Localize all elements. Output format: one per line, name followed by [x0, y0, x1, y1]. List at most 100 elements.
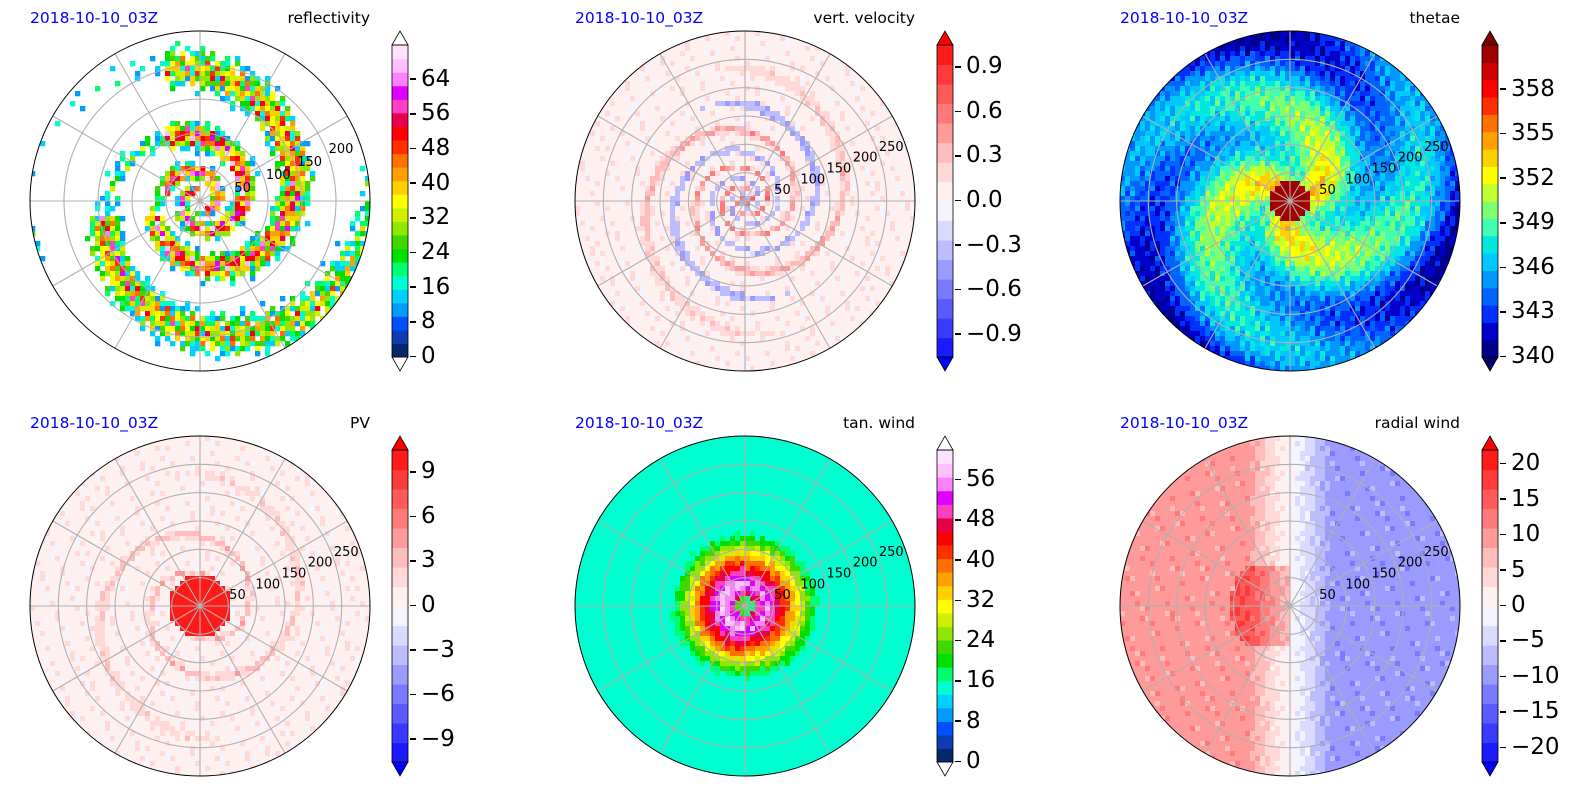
colorbar-segment — [1482, 723, 1498, 744]
radial-tick-label: 50 — [774, 183, 791, 198]
colorbar-tick-label: 6 — [410, 504, 436, 528]
colorbar-tick-label: 349 — [1500, 211, 1555, 234]
colorbar-segment — [1482, 79, 1498, 98]
colorbar-ticks: 340 343 346 349 352 355 358 — [1500, 31, 1575, 371]
radial-tick-label: 100 — [800, 577, 825, 592]
field-layer — [575, 31, 915, 371]
colorbar — [391, 30, 409, 372]
colorbar-segment — [1482, 305, 1498, 323]
colorbar-segment — [1482, 253, 1498, 271]
colorbar-segment — [1482, 45, 1498, 63]
colorbar-tick-label: 358 — [1500, 77, 1555, 101]
panel-title: vert. velocity — [813, 9, 915, 27]
azimuth-line — [1142, 520, 1291, 607]
azimuth-line — [1289, 115, 1438, 202]
radial-tick-label: 200 — [1398, 151, 1423, 166]
colorbar-segment — [392, 567, 408, 588]
colorbar-segment — [937, 45, 953, 66]
colorbar-tick-label: −0.3 — [955, 233, 1022, 257]
colorbar-segment — [1482, 287, 1498, 306]
colorbar-tick-label: −10 — [1500, 664, 1560, 688]
colorbar-segment — [392, 316, 408, 331]
colorbar-segment — [937, 490, 953, 505]
colorbar-segment — [392, 547, 408, 568]
colorbar-tick-label: 40 — [410, 171, 450, 195]
radial-tick-label: 250 — [879, 545, 904, 560]
colorbar-segment — [1482, 469, 1498, 490]
colorbar-segment — [392, 450, 408, 471]
colorbar-tick-label: 56 — [955, 468, 995, 491]
colorbar-frame — [391, 44, 409, 358]
azimuth-line — [597, 200, 746, 287]
colorbar-segment — [392, 469, 408, 490]
colorbar-tick-label: 16 — [955, 669, 995, 692]
colorbar-tick-label: −5 — [1500, 629, 1545, 652]
colorbar-segment — [1482, 664, 1498, 685]
colorbar-tick-label: −0.9 — [955, 322, 1022, 346]
azimuth-line — [1204, 458, 1291, 607]
colorbar-extend-low — [936, 761, 954, 777]
colorbar-extend-high — [936, 435, 954, 451]
colorbar-segment — [937, 337, 953, 358]
colorbar-segment — [1482, 489, 1498, 510]
colorbar-extend-low — [936, 356, 954, 372]
colorbar-segment — [392, 167, 408, 182]
colorbar-segment — [937, 181, 953, 202]
colorbar-segment — [1482, 131, 1498, 150]
colorbar-segment — [937, 572, 953, 587]
azimuth-line — [114, 200, 201, 349]
colorbar-segment — [937, 680, 953, 695]
colorbar-segment — [1482, 322, 1498, 341]
panel-title: reflectivity — [287, 9, 370, 27]
panel-title: radial wind — [1375, 414, 1460, 432]
colorbar-extend-high — [1481, 30, 1499, 46]
azimuth-line — [199, 520, 348, 607]
colorbar-segment — [392, 45, 408, 60]
colorbar-extend-high — [1481, 435, 1499, 451]
colorbar-ticks: −9 −6 −3 0 3 6 9 — [410, 436, 520, 776]
azimuth-line — [744, 605, 831, 754]
azimuth-line — [114, 53, 201, 202]
colorbar-segment — [1482, 528, 1498, 549]
azimuth-line — [199, 458, 286, 607]
colorbar-segment — [937, 707, 953, 722]
colorbar-extend-low — [391, 761, 409, 777]
radial-tick-label: 150 — [827, 161, 852, 176]
colorbar-segment — [1482, 270, 1498, 289]
panel-date: 2018-10-10_03Z — [30, 9, 158, 27]
azimuth-line — [744, 458, 831, 607]
colorbar-segment — [1482, 97, 1498, 115]
colorbar-ticks: −20 −15 −10 −5 0 5 10 15 20 — [1500, 436, 1575, 776]
colorbar-frame — [1481, 449, 1499, 763]
radial-tick-label: 100 — [266, 168, 291, 183]
azimuth-line — [199, 605, 286, 754]
colorbar-segment — [392, 664, 408, 685]
colorbar-segment — [1482, 684, 1498, 705]
colorbar-segment — [937, 162, 953, 183]
colorbar-segment — [392, 248, 408, 263]
colorbar-segment — [392, 723, 408, 744]
azimuth-line — [744, 200, 893, 287]
colorbar-tick-label: 346 — [1500, 255, 1555, 279]
colorbar-extend-high — [391, 435, 409, 451]
colorbar-segment — [392, 703, 408, 724]
polar-frame — [29, 435, 371, 777]
polar-grid: 50 100 150 200 — [29, 30, 371, 372]
colorbar-tick-label: 10 — [1500, 523, 1540, 546]
colorbar-segment — [392, 180, 408, 195]
colorbar-segment — [937, 612, 953, 627]
colorbar-segment — [937, 544, 953, 560]
colorbar-segment — [1482, 703, 1498, 724]
colorbar-tick-label: 8 — [410, 310, 436, 333]
colorbar-segment — [937, 517, 953, 532]
colorbar-tick-label: −6 — [410, 683, 455, 706]
radial-tick-label: 250 — [334, 545, 359, 560]
colorbar-segment — [392, 302, 408, 317]
colorbar-segment — [937, 721, 953, 736]
colorbar-extend-low — [1481, 761, 1499, 777]
colorbar-tick-label: −20 — [1500, 735, 1560, 759]
colorbar-segment — [1482, 606, 1498, 627]
